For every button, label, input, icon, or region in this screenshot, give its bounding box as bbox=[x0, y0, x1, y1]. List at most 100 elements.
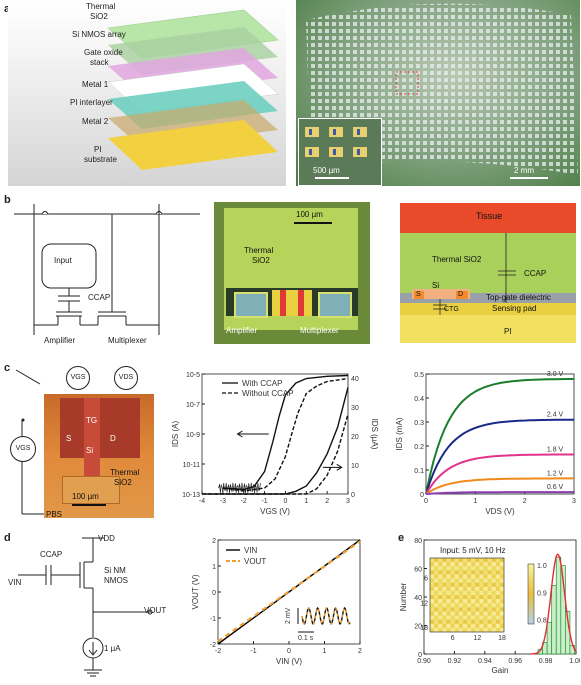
hist-xtick-label: 0.94 bbox=[478, 658, 492, 665]
heatmap-cell bbox=[487, 578, 492, 583]
io-ytick-label: -2 bbox=[210, 642, 216, 649]
heatmap-cell bbox=[446, 558, 451, 563]
heatmap-cell bbox=[446, 566, 451, 571]
transfer-xtick-label: -1 bbox=[261, 498, 267, 505]
heatmap-cell bbox=[434, 558, 439, 563]
main-scalebar bbox=[510, 177, 548, 179]
heatmap-cell bbox=[450, 590, 455, 596]
heatmap-cell bbox=[467, 578, 472, 583]
io-xtick-label: 0 bbox=[287, 648, 291, 655]
label-substrate: substrate bbox=[84, 155, 117, 164]
heatmap-cell bbox=[450, 570, 455, 575]
xs-s: S bbox=[416, 291, 421, 298]
heatmap-cell bbox=[483, 574, 488, 579]
io-xtick-label: -1 bbox=[250, 648, 256, 655]
panel-label-a: a bbox=[4, 3, 10, 15]
heatmap-cell bbox=[438, 611, 443, 616]
heatmap-cell bbox=[495, 574, 501, 579]
photo-tg: TG bbox=[86, 416, 98, 425]
heatmap-cell bbox=[442, 599, 447, 604]
heatmap-cell bbox=[450, 607, 455, 612]
heatmap-cell bbox=[467, 586, 472, 592]
heatmap-cell bbox=[491, 586, 496, 592]
output-ytick-label: 0.4 bbox=[414, 396, 424, 403]
heatmap-cell bbox=[442, 623, 447, 629]
heatmap-cell bbox=[462, 607, 468, 612]
heatmap-cell bbox=[479, 607, 484, 612]
heatmap-cell bbox=[450, 615, 455, 620]
heatmap-cell bbox=[442, 627, 447, 633]
heatmap-cell bbox=[499, 623, 505, 629]
heatmap-cell bbox=[430, 619, 435, 624]
heatmap-cell bbox=[495, 595, 501, 600]
heatmap-cell bbox=[487, 570, 492, 575]
heatmap-cell bbox=[475, 611, 480, 616]
heatmap-cell bbox=[438, 599, 443, 604]
heatmap-cell bbox=[487, 562, 492, 567]
heatmap-cell bbox=[499, 615, 505, 620]
heatmap-cell bbox=[479, 558, 484, 563]
heatmap-cell bbox=[467, 611, 472, 616]
heatmap-cell bbox=[458, 627, 464, 633]
heatmap-cell bbox=[434, 611, 439, 616]
heatmap-cell bbox=[438, 595, 443, 600]
heatmap-ytick-label: 12 bbox=[420, 600, 428, 607]
heatmap-cell bbox=[483, 603, 488, 608]
label-nmos: NMOS bbox=[104, 576, 128, 585]
heatmap-cell bbox=[446, 582, 451, 587]
heatmap-cell bbox=[442, 590, 447, 596]
heatmap-cell bbox=[499, 611, 505, 616]
transistor-photo: VGS VDS VGS S TG D Si Thermal SiO2 100 µ… bbox=[10, 364, 156, 522]
transfer-legend-without: Without CCAP bbox=[242, 389, 294, 398]
heatmap-cell bbox=[487, 574, 492, 579]
heatmap-cell bbox=[442, 611, 447, 616]
transfer-xtick-label: -3 bbox=[220, 498, 226, 505]
heatmap-cell bbox=[446, 562, 451, 567]
heatmap-cell bbox=[491, 590, 496, 596]
amplifier-circuit bbox=[18, 537, 153, 677]
main-scalebar-label: 2 mm bbox=[514, 166, 534, 175]
heatmap-cell bbox=[438, 570, 443, 575]
micrograph-sio2: SiO2 bbox=[252, 256, 270, 265]
heatmap-cell bbox=[491, 603, 496, 608]
heatmap-cell bbox=[458, 558, 464, 563]
heatmap-cell bbox=[471, 582, 476, 587]
transfer-series-0 bbox=[222, 374, 349, 491]
gain-histogram: 0.900.920.940.960.981.00020406080GainNum… bbox=[400, 538, 580, 675]
heatmap-cell bbox=[462, 558, 468, 563]
heatmap-cell bbox=[483, 623, 488, 629]
heatmap-cell bbox=[454, 578, 459, 583]
heatmap-cell bbox=[446, 586, 451, 592]
heatmap-cell bbox=[462, 574, 468, 579]
io-legend-label-0: VIN bbox=[244, 546, 258, 555]
hist-bar bbox=[555, 556, 562, 655]
device-photo-inset: 500 µm bbox=[298, 118, 382, 186]
transfer-xtick-label: -4 bbox=[199, 498, 205, 505]
heatmap-cell bbox=[434, 599, 439, 604]
io-inset-vout bbox=[301, 606, 351, 626]
heatmap-cell bbox=[487, 582, 492, 587]
io-ytick-label: 2 bbox=[212, 538, 216, 545]
vgs-top-source: VGS bbox=[66, 366, 90, 390]
heatmap-cell bbox=[487, 623, 492, 629]
vds-top-source: VDS bbox=[114, 366, 138, 390]
heatmap-cell bbox=[475, 595, 480, 600]
heatmap-cell bbox=[475, 582, 480, 587]
heatmap-cell bbox=[499, 607, 505, 612]
xs-sensing: Sensing pad bbox=[492, 304, 537, 313]
vgs-left-source: VGS bbox=[10, 436, 36, 462]
photo-s: S bbox=[66, 434, 72, 443]
label-vdd: VDD bbox=[98, 534, 115, 543]
heatmap-cell bbox=[454, 570, 459, 575]
transfer-ytick-label: 10-11 bbox=[183, 462, 200, 469]
heatmap-cell bbox=[475, 623, 480, 629]
heatmap-cell bbox=[467, 595, 472, 600]
pixel-micrograph: 100 µm Thermal SiO2 Amplifier Multiplexe… bbox=[214, 202, 370, 344]
circuit-multiplexer-label: Multiplexer bbox=[108, 336, 147, 345]
inset-scalebar bbox=[315, 177, 349, 179]
output-frame bbox=[425, 373, 575, 495]
heatmap-cell bbox=[491, 615, 496, 620]
heatmap-cell bbox=[495, 615, 501, 620]
circuit-input-label: Input bbox=[54, 256, 72, 265]
io-legend-label-1: VOUT bbox=[244, 557, 266, 566]
